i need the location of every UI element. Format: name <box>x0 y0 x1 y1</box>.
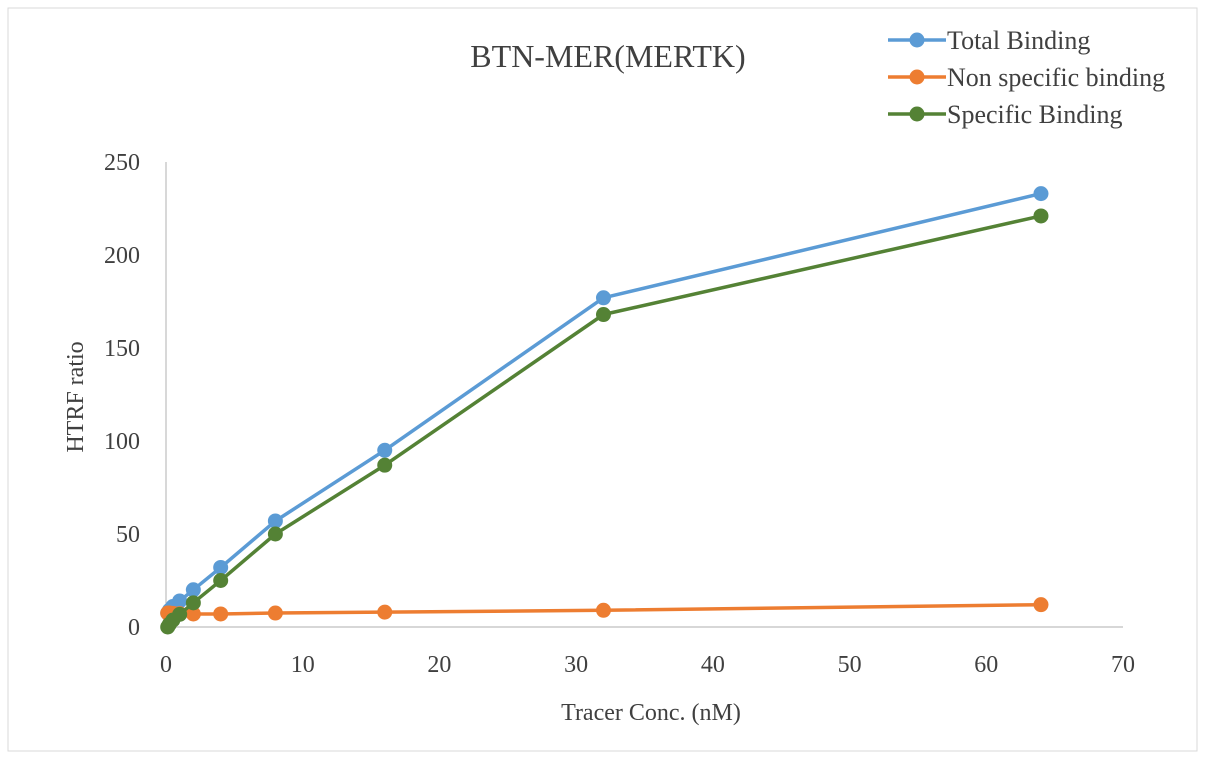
data-point <box>595 290 611 306</box>
legend-label: Total Binding <box>947 26 1090 55</box>
data-point <box>377 442 393 458</box>
axes <box>165 162 1123 628</box>
data-point <box>595 602 611 618</box>
data-point <box>213 606 229 622</box>
data-point <box>172 593 188 609</box>
legend-item: Specific Binding <box>888 100 1122 129</box>
legend: Total Binding Non specific binding Specifi… <box>888 26 1165 129</box>
data-point <box>185 606 201 622</box>
y-tick-label: 100 <box>104 429 140 455</box>
x-axis-title: Tracer Conc. (nM) <box>561 700 741 726</box>
y-axis-title: HTRF ratio <box>63 341 89 452</box>
legend-item: Non specific binding <box>888 63 1165 92</box>
series-specific-binding <box>160 208 1049 635</box>
data-point <box>1033 208 1049 224</box>
series-layer <box>160 186 1049 635</box>
data-point <box>267 513 283 529</box>
x-tick-label: 50 <box>838 652 862 678</box>
x-tick-label: 0 <box>160 652 172 678</box>
data-point <box>595 307 611 323</box>
data-point <box>213 573 229 588</box>
chart-title: BTN-MER(MERTK) <box>470 38 745 74</box>
data-point <box>377 457 393 473</box>
y-tick-label: 50 <box>116 522 140 548</box>
x-tick-label: 40 <box>701 652 725 678</box>
x-tick-labels: 0 10 20 30 40 50 60 70 <box>160 652 1135 678</box>
data-point <box>1033 186 1049 202</box>
data-point <box>1033 597 1049 613</box>
legend-marker <box>909 69 925 85</box>
legend-item: Total Binding <box>888 26 1090 55</box>
data-point <box>267 605 283 621</box>
data-point <box>267 526 283 542</box>
legend-label: Non specific binding <box>947 63 1165 92</box>
x-tick-label: 10 <box>291 652 315 678</box>
y-tick-label: 150 <box>104 336 140 362</box>
data-point <box>213 559 229 575</box>
y-tick-label: 0 <box>128 615 140 641</box>
x-tick-label: 60 <box>974 652 998 678</box>
legend-marker <box>909 106 925 122</box>
x-tick-label: 20 <box>427 652 451 678</box>
y-tick-labels: 0 50 100 150 200 250 <box>104 150 140 641</box>
y-tick-label: 250 <box>104 150 140 176</box>
data-point <box>377 604 393 620</box>
legend-marker <box>909 32 925 48</box>
legend-label: Specific Binding <box>947 100 1122 129</box>
data-point <box>172 606 188 622</box>
y-tick-label: 200 <box>104 243 140 269</box>
x-tick-label: 30 <box>564 652 588 678</box>
x-tick-label: 70 <box>1111 652 1135 678</box>
data-point <box>185 595 201 611</box>
data-point <box>185 582 201 598</box>
